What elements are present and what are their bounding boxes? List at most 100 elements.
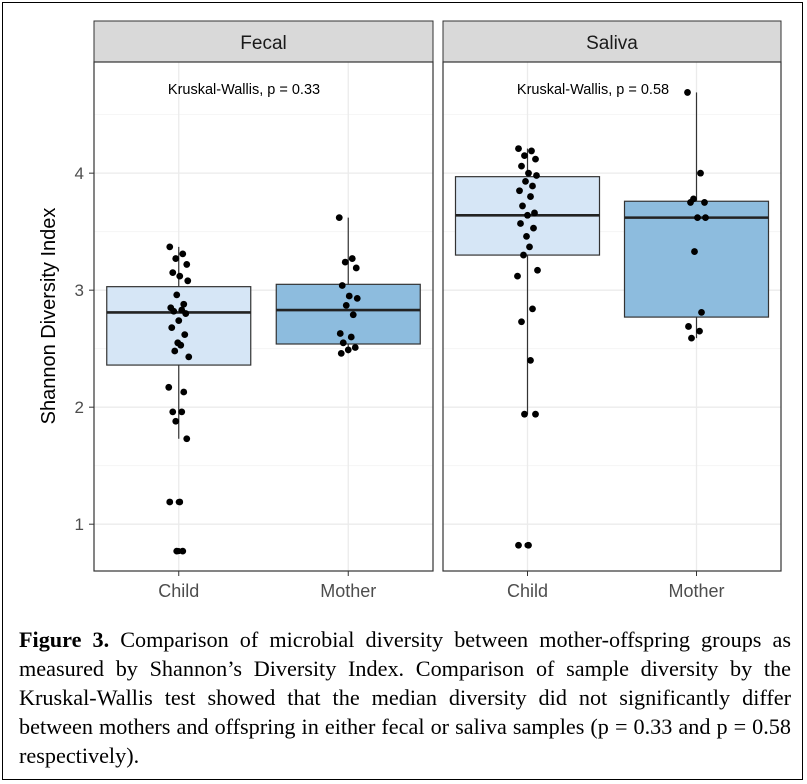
data-point bbox=[181, 331, 189, 339]
box-fecal-child bbox=[106, 243, 252, 576]
data-point bbox=[701, 199, 708, 206]
data-point bbox=[179, 547, 187, 555]
data-point bbox=[533, 172, 540, 179]
data-point bbox=[166, 498, 174, 506]
data-point bbox=[178, 408, 186, 416]
data-point bbox=[520, 251, 527, 259]
facet-title: Saliva bbox=[586, 33, 638, 54]
data-point bbox=[347, 333, 355, 341]
data-point bbox=[184, 277, 192, 285]
data-point bbox=[185, 353, 193, 361]
data-point bbox=[179, 250, 187, 258]
data-point bbox=[183, 261, 191, 268]
data-point bbox=[352, 264, 360, 272]
figure-caption-text: Comparison of microbial diversity betwee… bbox=[19, 627, 791, 768]
data-point bbox=[177, 341, 185, 349]
data-point bbox=[344, 346, 352, 354]
data-point bbox=[684, 89, 691, 96]
data-point bbox=[528, 147, 535, 155]
x-tick-label: Mother bbox=[320, 581, 376, 601]
data-point bbox=[527, 193, 534, 200]
y-tick-label: 1 bbox=[75, 515, 84, 534]
data-point bbox=[345, 292, 353, 300]
data-point bbox=[166, 243, 174, 251]
y-axis-title: Shannon Diversity Index bbox=[38, 208, 60, 425]
figure-caption: Figure 3. Comparison of microbial divers… bbox=[19, 625, 791, 770]
data-point bbox=[525, 541, 532, 549]
data-point bbox=[698, 309, 705, 316]
data-point bbox=[531, 209, 538, 217]
box-fecal-mother bbox=[275, 214, 421, 576]
facet-title: Fecal bbox=[240, 33, 286, 54]
data-point bbox=[349, 311, 357, 319]
data-point bbox=[176, 498, 184, 506]
data-point bbox=[527, 356, 534, 364]
panel-border bbox=[93, 61, 434, 572]
data-point bbox=[529, 182, 536, 190]
data-point bbox=[694, 214, 701, 222]
data-point bbox=[342, 301, 350, 309]
data-point bbox=[685, 323, 692, 330]
data-point bbox=[336, 330, 344, 337]
data-point bbox=[522, 177, 529, 185]
x-tick-label: Child bbox=[507, 581, 548, 601]
y-tick-label: 4 bbox=[75, 164, 84, 183]
data-point bbox=[165, 383, 173, 391]
data-point bbox=[515, 541, 522, 549]
data-point bbox=[515, 145, 522, 152]
data-point bbox=[180, 300, 188, 308]
data-point bbox=[696, 327, 703, 335]
data-point bbox=[524, 211, 531, 219]
data-point bbox=[702, 214, 709, 222]
data-point bbox=[529, 305, 536, 313]
data-point bbox=[534, 266, 541, 274]
data-point bbox=[172, 255, 180, 262]
data-point bbox=[687, 199, 694, 206]
data-point bbox=[169, 269, 177, 277]
data-point bbox=[523, 232, 530, 240]
kruskal-wallis-annotation: Kruskal-Wallis, p = 0.33 bbox=[168, 82, 320, 98]
data-point bbox=[521, 152, 528, 160]
data-point bbox=[171, 347, 179, 355]
data-point bbox=[338, 282, 346, 289]
chart: Fecal Child Mother Kruskal-Wallis, p = 0.33… bbox=[38, 20, 782, 601]
data-point bbox=[530, 224, 537, 232]
data-point bbox=[688, 334, 695, 342]
data-point bbox=[337, 349, 345, 357]
data-point bbox=[532, 410, 539, 418]
data-point bbox=[170, 307, 178, 315]
data-point bbox=[518, 162, 525, 170]
panel-border bbox=[442, 61, 782, 572]
x-tick-label: Mother bbox=[668, 581, 724, 601]
box-saliva-child bbox=[454, 145, 601, 576]
data-point bbox=[173, 291, 181, 299]
data-point bbox=[351, 344, 359, 351]
data-point bbox=[339, 339, 347, 347]
data-point bbox=[183, 435, 191, 443]
data-point bbox=[341, 258, 349, 266]
box-saliva-mother bbox=[623, 89, 770, 576]
x-tick-label: Child bbox=[158, 581, 199, 601]
data-point bbox=[532, 155, 539, 163]
data-point bbox=[518, 318, 525, 326]
data-point bbox=[348, 255, 356, 262]
data-point bbox=[335, 214, 343, 222]
y-tick-label: 2 bbox=[75, 398, 84, 417]
data-point bbox=[169, 408, 177, 416]
data-point bbox=[517, 220, 524, 227]
data-point bbox=[697, 169, 704, 177]
facet-strip-fecal bbox=[93, 20, 434, 63]
data-point bbox=[519, 202, 526, 210]
data-point bbox=[521, 410, 528, 418]
data-point bbox=[691, 248, 698, 255]
data-point bbox=[172, 417, 180, 425]
y-tick-label: 3 bbox=[75, 281, 84, 300]
figure-caption-label: Figure 3. bbox=[19, 627, 110, 652]
data-point bbox=[525, 169, 532, 177]
data-point bbox=[180, 388, 188, 396]
data-point bbox=[526, 243, 533, 251]
data-point bbox=[176, 272, 184, 280]
data-point bbox=[514, 272, 521, 280]
data-point bbox=[173, 547, 181, 555]
data-point bbox=[182, 310, 190, 317]
